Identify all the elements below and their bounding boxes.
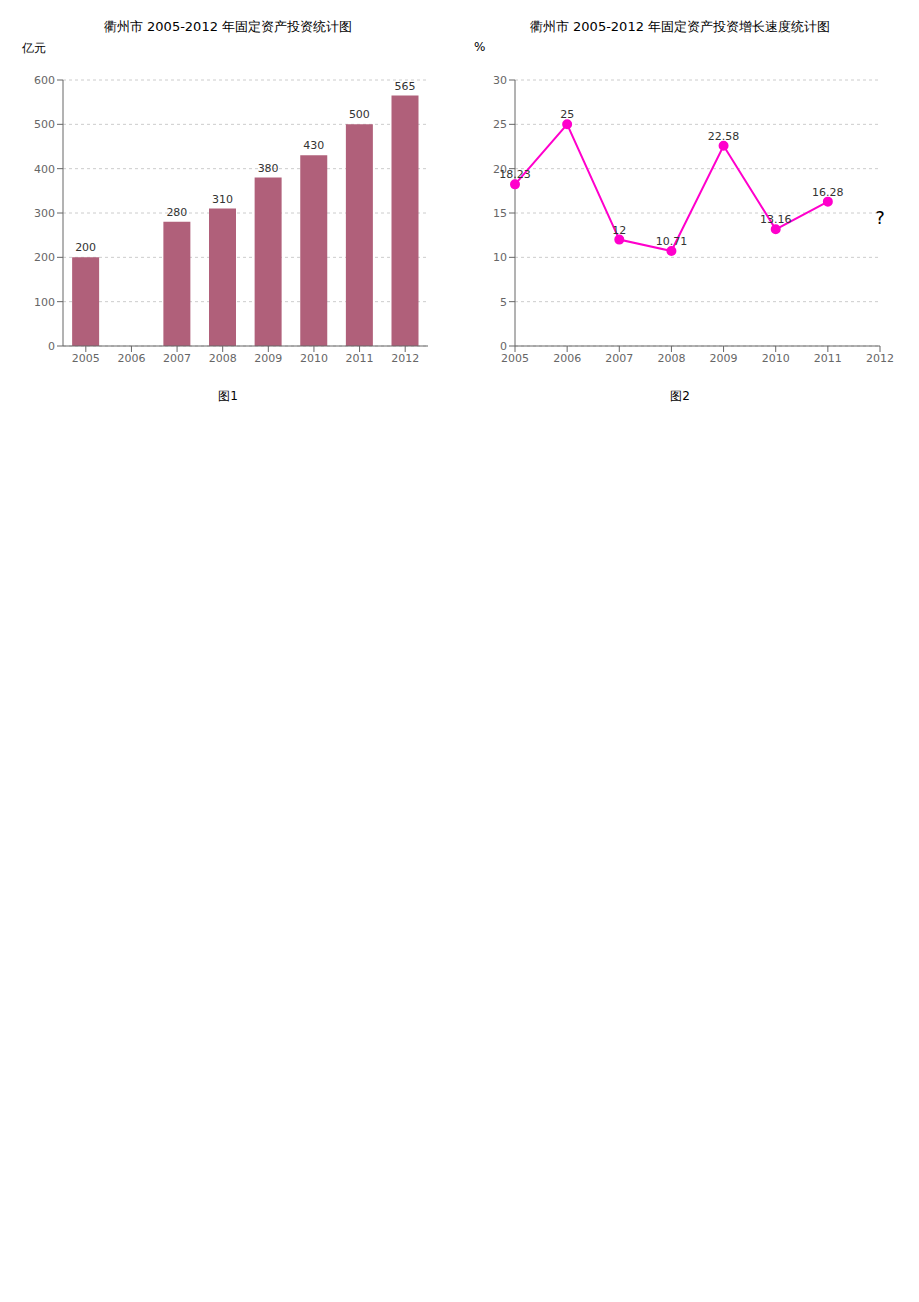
svg-text:2008: 2008 [657, 352, 685, 365]
svg-text:2011: 2011 [346, 352, 374, 365]
svg-text:15: 15 [493, 207, 507, 220]
svg-text:0: 0 [48, 340, 55, 353]
svg-text:10: 10 [493, 251, 507, 264]
svg-text:500: 500 [349, 108, 370, 121]
svg-text:2007: 2007 [163, 352, 191, 365]
svg-text:25: 25 [493, 118, 507, 131]
svg-text:?: ? [875, 207, 885, 228]
svg-text:18.23: 18.23 [499, 168, 531, 181]
svg-text:2005: 2005 [72, 352, 100, 365]
svg-text:30: 30 [493, 74, 507, 87]
svg-text:600: 600 [34, 74, 55, 87]
svg-text:380: 380 [258, 162, 279, 175]
svg-text:430: 430 [303, 139, 324, 152]
svg-text:565: 565 [395, 80, 416, 93]
html-text:衢州市 2005-2012 年固定资产投资增长速度统计图: 衢州市 2005-2012 年固定资产投资增长速度统计图 [529, 19, 831, 34]
svg-text:0: 0 [500, 340, 507, 353]
svg-text:280: 280 [166, 206, 187, 219]
svg-text:2006: 2006 [117, 352, 145, 365]
html-text:亿元: 亿元 [22, 41, 46, 55]
svg-text:16.28: 16.28 [812, 186, 844, 199]
svg-text:2006: 2006 [553, 352, 581, 365]
svg-text:400: 400 [34, 163, 55, 176]
svg-text:2010: 2010 [300, 352, 328, 365]
svg-text:300: 300 [34, 207, 55, 220]
svg-text:500: 500 [34, 118, 55, 131]
svg-text:2011: 2011 [814, 352, 842, 365]
svg-text:200: 200 [75, 241, 96, 254]
svg-text:2005: 2005 [501, 352, 529, 365]
svg-text:5: 5 [500, 296, 507, 309]
svg-text:2009: 2009 [254, 352, 282, 365]
html-text:图1: 图1 [218, 389, 238, 403]
svg-text:2009: 2009 [710, 352, 738, 365]
svg-text:100: 100 [34, 296, 55, 309]
svg-text:2008: 2008 [209, 352, 237, 365]
svg-text:10.71: 10.71 [656, 235, 688, 248]
svg-text:2010: 2010 [762, 352, 790, 365]
svg-text:310: 310 [212, 193, 233, 206]
svg-text:22.58: 22.58 [708, 130, 740, 143]
svg-text:2012: 2012 [391, 352, 419, 365]
svg-text:2012: 2012 [866, 352, 894, 365]
html-text:图2: 图2 [670, 389, 690, 403]
svg-text:200: 200 [34, 251, 55, 264]
svg-text:25: 25 [560, 108, 574, 121]
svg-text:12: 12 [612, 224, 626, 237]
html-text:衢州市 2005-2012 年固定资产投资统计图: 衢州市 2005-2012 年固定资产投资统计图 [103, 19, 353, 34]
svg-text:13.16: 13.16 [760, 213, 792, 226]
svg-text:2007: 2007 [605, 352, 633, 365]
